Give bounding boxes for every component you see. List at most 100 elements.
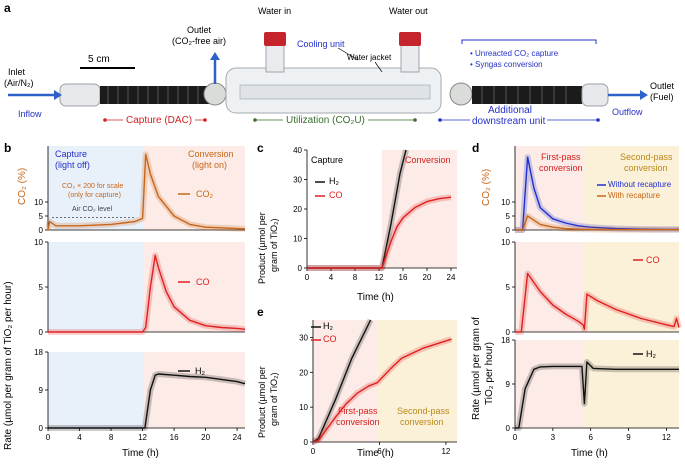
- b-legend-co2: CO₂: [196, 189, 213, 199]
- b-legend-h2: H₂: [195, 366, 205, 376]
- b-co-band-0: [48, 242, 145, 332]
- capture-dac-label: Capture (DAC): [123, 116, 196, 126]
- panel-a-letter: a: [4, 1, 11, 15]
- d-first-pass: First-pass: [541, 152, 581, 162]
- downstream-label: downstream unit: [470, 116, 548, 127]
- inlet-label: Inlet: [8, 67, 26, 77]
- c-xtick-label: 8: [353, 273, 358, 282]
- b-h2-ytick-label: 9: [39, 386, 44, 395]
- d-h2-xtick-label: 0: [513, 433, 518, 442]
- d-h2-ytick-label: 0: [506, 424, 511, 433]
- d-h2-xtick-label: 3: [551, 433, 556, 442]
- c-capture-label: Capture: [311, 155, 344, 165]
- panel-d-letter: d: [472, 141, 480, 155]
- e-series-CO: [312, 338, 452, 443]
- c-ytick-label: 0: [298, 264, 303, 273]
- panel-e-letter: e: [257, 305, 264, 319]
- additional-label: Additional: [488, 105, 532, 116]
- utilization-label: Utilization (CO₂U): [283, 116, 368, 126]
- b-h2-xtick-label: 20: [201, 433, 210, 442]
- outlet-top-label: Outlet: [187, 25, 212, 35]
- b-co2-ytick-label: 5: [39, 212, 44, 221]
- e-first-pass: First-pass: [338, 406, 378, 416]
- panel-c-letter: c: [257, 141, 264, 155]
- panel-a-apparatus: [8, 32, 648, 122]
- d-co2-ytick-label: 10: [501, 198, 510, 207]
- b-co-ytick-label: 5: [39, 283, 44, 292]
- c-xtick-label: 4: [329, 273, 334, 282]
- b-capture-label: Capture: [55, 149, 88, 159]
- inlet-sub-label: (Air/N₂): [4, 78, 34, 88]
- c-xtick-label: 0: [305, 273, 310, 282]
- e-ylabel2: gram of TiO₂): [269, 372, 279, 426]
- b-h2-band-0: [48, 352, 145, 428]
- c-ylabel1: Product (µmol per: [257, 212, 267, 284]
- d-co-series-CO: [515, 272, 680, 333]
- b-h2-series-H₂: [48, 373, 246, 429]
- b-co-ytick-label: 0: [39, 328, 44, 337]
- d-co2-ytick-label: 0: [506, 226, 511, 235]
- b-co2-ytick-label: 0: [39, 226, 44, 235]
- capture-coil: [100, 86, 210, 104]
- d-second-pass2: conversion: [624, 163, 668, 173]
- bullet-bracket: [461, 39, 597, 44]
- d-legend-h2: H₂: [646, 349, 656, 359]
- c-ylabel2: gram of TiO₂): [269, 218, 279, 272]
- bullet-unreacted: • Unreacted CO₂ capture: [470, 49, 559, 58]
- outlet-right-label: Outlet: [650, 81, 675, 91]
- cooling-unit-label: Cooling unit: [297, 39, 345, 49]
- e-second-pass: Second-pass: [397, 406, 450, 416]
- c-series-CO: [307, 196, 452, 269]
- b-h2-ytick-label: 18: [34, 348, 43, 357]
- water-out-label: Water out: [389, 6, 428, 16]
- panel-b-letter: b: [4, 141, 12, 155]
- outlet-right-sub: (Fuel): [650, 92, 674, 102]
- d-h2-xtick-label: 9: [626, 433, 631, 442]
- c-ytick-label: 40: [293, 146, 302, 155]
- c-conversion-label: Conversion: [405, 155, 451, 165]
- b-xlabel: Time (h): [122, 448, 159, 459]
- d-xlabel: Time (h): [571, 448, 608, 459]
- e-ytick-label: 30: [299, 333, 308, 342]
- junction-right: [449, 82, 473, 106]
- b-capture-sub: (light off): [55, 160, 90, 170]
- d-co2-ytick-label: 5: [506, 212, 511, 221]
- d-h2-xtick-label: 12: [662, 433, 671, 442]
- bullet-syngas: • Syngas conversion: [470, 60, 543, 69]
- d-co2-series-With recapture: [515, 215, 679, 231]
- b-conversion-label: Conversion: [188, 149, 234, 159]
- outflow-label: Outflow: [612, 107, 643, 117]
- b-h2-xtick-label: 0: [46, 433, 51, 442]
- e-first-pass2: conversion: [336, 417, 380, 427]
- d-second-pass: Second-pass: [620, 152, 673, 162]
- d-h2-xtick-label: 6: [588, 433, 593, 442]
- b-conversion-sub: (light on): [192, 160, 228, 170]
- e-ytick-label: 20: [299, 368, 308, 377]
- b-scale-note2: (only for capture): [68, 192, 121, 199]
- junction-left: [203, 82, 227, 106]
- b-co-ytick-label: 10: [34, 238, 43, 247]
- d-rate-ylabel1: Rate (µmol per gram of: [471, 316, 482, 420]
- e-legend-co: CO: [323, 334, 337, 344]
- d-co2-band-1: [584, 146, 679, 230]
- c-ytick-label: 10: [293, 235, 302, 244]
- d-legend-co: CO: [646, 255, 660, 265]
- d-h2-series-H₂: [515, 361, 679, 429]
- b-co2-series-CO₂: [47, 153, 246, 231]
- b-h2-band-1: [144, 352, 245, 428]
- c-legend-h2: H₂: [329, 176, 339, 186]
- d-first-pass2: conversion: [539, 163, 583, 173]
- e-xtick-label: 0: [311, 447, 316, 456]
- c-xtick-label: 24: [447, 273, 456, 282]
- d-co-band-1: [584, 242, 679, 332]
- d-co-ytick-label: 0: [506, 328, 511, 337]
- outlet-top-sub: (CO₂-free air): [172, 36, 226, 46]
- d-legend-with: With recapture: [608, 191, 661, 200]
- inflow-label: Inflow: [18, 109, 42, 119]
- d-rate-ylabel2: TiO₂ per hour): [484, 342, 495, 405]
- e-xlabel: Time (h): [357, 448, 394, 459]
- c-xlabel: Time (h): [357, 292, 394, 303]
- b-co-series-CO: [48, 254, 246, 333]
- d-h2-ytick-label: 18: [501, 336, 510, 345]
